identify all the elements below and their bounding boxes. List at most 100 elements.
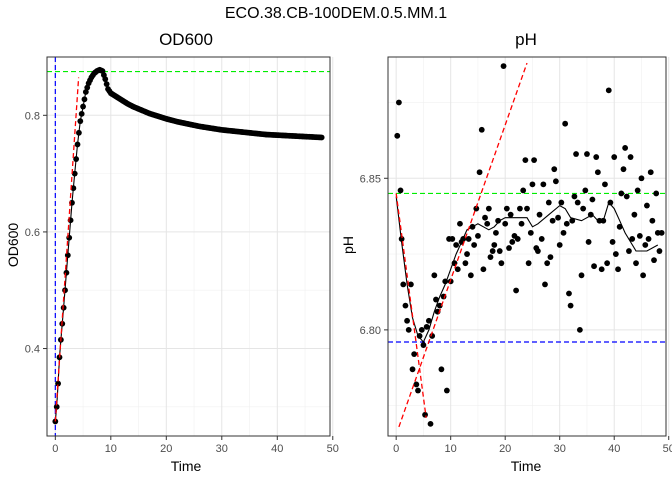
- ph-data-point: [616, 223, 623, 230]
- od600-x-tick-label: 0: [52, 443, 58, 455]
- ph-data-point: [560, 229, 567, 236]
- od600-tangent-line: [54, 77, 80, 422]
- ph-data-point: [394, 132, 401, 139]
- od600-x-tick-label: 10: [105, 443, 117, 455]
- ph-data-point: [629, 236, 636, 242]
- ph-data-point: [604, 260, 611, 267]
- ph-data-point: [547, 254, 554, 261]
- ph-panel: pH Time pH 0 10 20 30 40 50 6.80 6.85: [340, 30, 672, 474]
- ph-data-point: [416, 333, 423, 339]
- ph-data-point: [453, 242, 460, 248]
- ph-data-point: [569, 217, 576, 224]
- ph-data-point: [442, 278, 449, 285]
- ph-data-point: [620, 166, 627, 173]
- ph-data-point: [573, 151, 579, 157]
- ph-data-point: [451, 260, 458, 267]
- ph-data-point: [475, 232, 481, 239]
- ph-data-point: [476, 169, 483, 176]
- ph-data-point: [658, 229, 665, 236]
- ph-data-point: [615, 266, 621, 273]
- ph-data-point: [460, 236, 467, 242]
- ph-x-tick-label: 30: [554, 443, 566, 455]
- ph-data-point: [478, 126, 485, 133]
- ph-data-point: [438, 366, 445, 373]
- od600-x-tick-label: 40: [271, 443, 283, 455]
- ph-data-point: [436, 302, 443, 309]
- od600-y-axis-label: OD600: [5, 223, 21, 268]
- ph-data-point: [593, 154, 600, 160]
- od600-x-tick-label: 30: [216, 443, 228, 455]
- ph-tangent-line: [398, 62, 528, 428]
- ph-data-point: [558, 199, 565, 206]
- od600-y-tick-label: 0.6: [25, 227, 40, 239]
- od600-x-tick-label: 50: [327, 443, 339, 455]
- od600-data-point: [84, 84, 91, 91]
- ph-data-point: [524, 205, 530, 212]
- ph-data-point: [433, 296, 439, 303]
- ph-data-point: [506, 245, 512, 251]
- ph-data-point: [423, 323, 430, 330]
- ph-data-point: [591, 263, 597, 270]
- ph-plot-area: [388, 57, 666, 436]
- ph-data-point: [464, 251, 470, 257]
- ph-data-point: [580, 205, 587, 212]
- ph-data-point: [407, 281, 414, 288]
- od600-data-point: [82, 89, 89, 95]
- od600-data-point: [318, 134, 325, 141]
- ph-data-point: [471, 242, 478, 248]
- ph-data-point: [467, 272, 474, 279]
- od600-data-point: [73, 156, 80, 162]
- ph-data-point: [582, 187, 589, 194]
- ph-data-point: [622, 145, 629, 151]
- ph-data-point: [485, 205, 492, 212]
- ph-data-point: [633, 260, 639, 267]
- ph-data-point: [493, 229, 499, 236]
- ph-data-point: [496, 248, 503, 254]
- ph-panel-border: [387, 56, 667, 437]
- ph-data-point: [400, 281, 407, 288]
- ph-data-point: [462, 260, 469, 267]
- ph-data-point: [651, 257, 657, 264]
- ph-y-tick-label: 6.85: [360, 173, 381, 185]
- ph-data-point: [549, 217, 556, 224]
- ph-data-point: [527, 229, 534, 236]
- ph-data-point: [536, 211, 543, 218]
- ph-data-point: [545, 199, 552, 206]
- ph-data-point: [611, 154, 618, 160]
- ph-data-point: [396, 99, 402, 106]
- ph-data-point: [469, 223, 476, 230]
- ph-data-point: [491, 242, 498, 248]
- ph-data-point: [518, 220, 525, 227]
- ph-data-point: [623, 193, 630, 200]
- ph-data-point: [587, 211, 594, 218]
- ph-data-point: [627, 154, 634, 160]
- ph-data-point: [626, 248, 632, 254]
- ph-data-point: [584, 151, 590, 157]
- ph-data-point: [538, 236, 545, 242]
- ph-plot-layer: [388, 62, 666, 428]
- ph-data-point: [413, 381, 420, 388]
- ph-data-point: [634, 187, 641, 194]
- od600-data-point: [71, 170, 78, 177]
- od600-data-point: [76, 129, 82, 136]
- ph-data-point: [525, 260, 532, 267]
- od600-x-tick-label: 20: [160, 443, 172, 455]
- od600-plot-layer: [47, 57, 330, 436]
- ph-data-point: [397, 187, 404, 194]
- od600-data-point: [62, 287, 68, 294]
- od600-panel: OD600 Time OD600 0 10 20 30 40 50 0.4 0.6 0.8: [5, 30, 339, 474]
- ph-x-tick-label: 20: [499, 443, 511, 455]
- ph-data-point: [649, 217, 656, 224]
- ph-data-point: [585, 239, 592, 245]
- od600-data-point: [103, 81, 110, 88]
- od600-y-tick-label: 0.8: [25, 110, 40, 122]
- ph-x-axis-label: Time: [511, 458, 542, 474]
- ph-data-point: [507, 211, 514, 218]
- ph-data-point: [473, 205, 480, 212]
- ph-data-point: [642, 242, 649, 248]
- ph-data-point: [540, 181, 547, 188]
- ph-data-point: [520, 187, 527, 194]
- ph-data-point: [640, 272, 647, 279]
- ph-data-point: [514, 236, 521, 242]
- ph-data-point: [638, 175, 645, 182]
